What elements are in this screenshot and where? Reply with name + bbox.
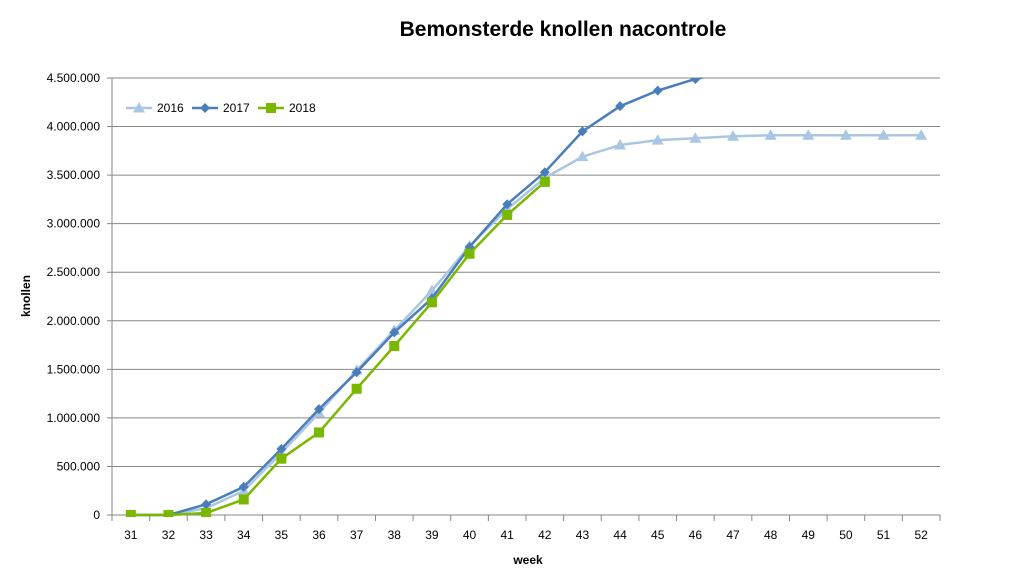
legend-label: 2017 [223,101,250,115]
data-point-2018 [163,510,174,517]
data-point-2017 [615,101,626,112]
data-point-2016 [576,150,589,162]
y-tick-label: 0 [93,508,100,522]
data-point-2016 [764,129,777,140]
data-point-2018 [502,209,513,220]
axes [107,77,941,521]
legend: 2016 2017 2018 [126,101,316,115]
data-point-2016 [915,129,928,140]
legend-marker [266,103,276,113]
x-tick-label: 40 [463,528,477,542]
x-tick-label: 38 [388,528,402,542]
x-tick-label: 31 [124,528,138,542]
data-point-2017 [652,85,663,96]
legend-marker [133,102,145,113]
data-point-2016 [727,130,739,141]
data-point-2017 [351,367,362,378]
series-lines [125,66,928,517]
x-tick-label: 50 [839,528,853,542]
x-tick-label: 44 [613,528,627,542]
data-point-2017 [389,327,400,338]
x-tick-label: 46 [689,528,703,542]
y-tick-label: 1.000.000 [47,411,101,425]
data-point-2018 [125,510,136,517]
y-tick-label: 500.000 [57,459,101,473]
data-point-2017 [238,481,249,492]
data-point-2016 [802,129,815,140]
x-tick-label: 42 [538,528,552,542]
x-tick-label: 35 [275,528,289,542]
gridlines [112,77,940,467]
data-point-2017 [276,443,287,454]
y-tick-label: 2.500.000 [47,265,101,279]
data-point-2018 [426,297,437,308]
data-point-2018 [464,248,475,259]
y-tick-label: 3.000.000 [47,217,101,231]
y-tick-label: 1.500.000 [47,362,101,376]
y-tick-label: 4.500.000 [47,71,101,85]
data-point-2018 [238,494,249,505]
series-line-2018 [130,180,546,517]
data-point-2017 [728,66,738,76]
data-point-2018 [314,427,324,438]
y-tick-label: 2.000.000 [47,314,101,328]
data-point-2016 [614,139,627,150]
data-point-2018 [351,383,362,394]
x-tick-label: 33 [199,528,213,542]
x-tick-label: 34 [237,528,251,542]
x-tick-label: 43 [576,528,590,542]
data-point-2016 [877,129,890,140]
x-tick-label: 36 [312,528,326,542]
data-point-2018 [276,453,287,464]
x-axis-label: week [512,553,543,567]
series-2018 [125,176,550,517]
y-tick-label: 4.000.000 [47,120,101,134]
x-tick-label: 45 [651,528,665,542]
data-point-2017 [314,404,324,415]
legend-label: 2016 [157,101,184,115]
data-point-2016 [651,134,664,145]
legend-item-2016: 2016 [126,101,184,115]
data-point-2017 [690,78,701,84]
y-tick-label: 3.500.000 [47,168,101,182]
data-point-2018 [389,341,400,352]
x-tick-label: 47 [726,528,740,542]
x-tick-label: 52 [915,528,929,542]
data-point-2018 [201,508,212,517]
data-point-2017 [539,167,550,178]
data-point-2016 [689,132,702,143]
y-axis-label: knollen [19,275,33,317]
x-tick-label: 37 [350,528,364,542]
series-2017 [125,66,738,517]
legend-item-2017: 2017 [192,101,250,115]
series-line-2016 [130,134,922,517]
legend-item-2018: 2018 [258,101,316,115]
legend-label: 2018 [289,101,316,115]
x-tick-label: 49 [802,528,816,542]
data-point-2018 [539,176,550,187]
data-point-2017 [201,499,212,510]
x-tick-label: 32 [162,528,176,542]
x-tick-label: 41 [501,528,515,542]
x-tick-labels: 31 32 33 34 35 36 37 38 39 40 41 42 43 44 45 46 47 48 49 50… [124,528,928,542]
x-tick-label: 39 [425,528,439,542]
data-point-2017 [502,199,513,210]
data-point-2016 [839,129,852,140]
x-tick-label: 51 [877,528,891,542]
data-point-2017 [577,126,588,137]
chart-title: Bemonsterde knollen nacontrole [400,18,727,41]
x-tick-label: 48 [764,528,778,542]
legend-marker [200,103,210,113]
y-tick-labels: 0 500.000 1.000.000 1.500.000 2.000.000 2.500… [47,71,101,522]
